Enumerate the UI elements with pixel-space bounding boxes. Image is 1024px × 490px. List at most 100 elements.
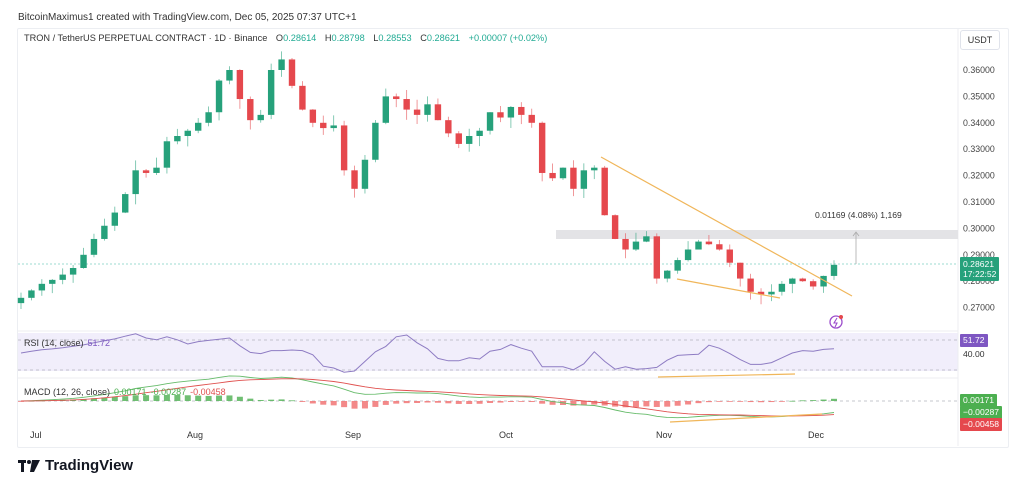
candle [591,167,598,171]
hist-value: -0.00458 [190,387,226,397]
last-price-value: 0.28621 [963,259,995,269]
candle [132,170,139,195]
hist-value-tag: −0.00458 [960,418,1003,431]
candle [174,136,181,142]
candle [247,99,254,121]
candle [194,122,202,131]
signal-value: -0.00287 [150,387,187,397]
time-label-dec: Dec [808,430,825,440]
candle [101,225,108,239]
candle [538,122,546,173]
candle [799,278,806,282]
candle [122,194,129,213]
tradingview-wordmark: TradingView [45,457,134,474]
price-tick: 0.27000 [963,303,995,313]
low-label: L [373,33,379,43]
rsi-value: 51.72 [87,338,111,348]
candle [716,244,723,250]
candle [695,241,702,250]
price-tick: 0.29000 [963,250,995,260]
close-label: C [420,33,427,43]
symbol-title[interactable]: TRON / TetherUS PERPETUAL CONTRACT · 1D … [24,33,268,43]
candle [653,236,661,279]
candle [486,112,494,131]
candle [80,254,87,268]
candle [309,109,317,123]
wedge-upper-trendline[interactable] [600,156,853,297]
price-tick: 0.35000 [963,91,995,101]
candle [163,141,171,168]
candle [413,109,421,115]
candle [465,136,473,144]
macd-legend[interactable]: MACD (12, 26, close) 0.00171 -0.00287 -0.00… [24,387,226,397]
price-axis[interactable]: 0.27000 0.28000 0.29000 0.30000 0.31000 0.320… [963,65,995,313]
candle [205,112,212,123]
high-value: 0.28798 [331,33,365,43]
last-price-tag: 0.28621 17:22:52 [960,257,1000,281]
candle [757,291,765,295]
candle [278,59,285,70]
candle [90,238,98,255]
candle [330,125,337,129]
candle [643,236,650,242]
candle [236,70,244,100]
candle [674,260,681,271]
rsi-level-label: 40.00 [963,349,985,359]
candle [747,278,754,292]
macd-histogram [18,394,837,409]
resistance-zone[interactable] [556,230,958,239]
candle [507,106,515,118]
time-label-jul: Jul [30,430,42,440]
candle [705,241,713,245]
price-tick: 0.31000 [963,197,995,207]
macd-title: MACD (12, 26, close) [24,387,111,397]
candle [299,85,306,110]
open-value: 0.28614 [283,33,317,43]
candle [226,70,233,81]
candle [49,279,56,284]
tradingview-logo[interactable]: TradingView [18,457,133,474]
signal-value-tag: −0.00287 [960,406,1003,419]
price-tick: 0.32000 [963,171,995,181]
time-label-aug: Aug [187,430,204,440]
price-tick: 0.28000 [963,276,995,286]
signal-line [20,378,835,417]
candle [518,106,525,115]
open-label: O [275,33,284,43]
candle [38,283,46,291]
macd-value-tag: 0.00171 [960,394,998,407]
candle [17,297,25,304]
time-label-sep: Sep [345,430,362,440]
candle [664,270,671,279]
candle [830,264,838,276]
candle [69,268,77,275]
candle [684,249,692,261]
price-tick: 0.36000 [963,65,995,75]
rsi-divergence-line[interactable] [657,373,796,378]
candle [59,274,66,280]
macd-divergence-line[interactable] [669,413,823,423]
candles [17,51,838,310]
candle [382,96,390,123]
time-label-oct: Oct [499,430,514,440]
change-value: +0.00007 (+0.02%) [468,33,548,43]
alert-lightning-icon[interactable] [829,315,843,329]
candle [580,170,588,189]
candle [622,238,629,250]
candle [789,278,796,284]
candle [549,172,556,179]
candle [288,59,296,86]
bar-countdown: 17:22:52 [963,269,997,279]
currency-button[interactable]: USDT [960,30,1000,50]
candle [570,167,577,189]
wedge-lower-trendline[interactable] [676,278,781,299]
candle [111,212,119,226]
candle [351,170,358,189]
candle [434,104,442,121]
rsi-legend[interactable]: RSI (14, close) 51.72 [24,338,110,348]
candle [611,215,619,239]
candle [726,249,733,263]
candle [142,170,150,173]
chart-credit: BitcoinMaximus1 created with TradingView… [18,12,357,23]
